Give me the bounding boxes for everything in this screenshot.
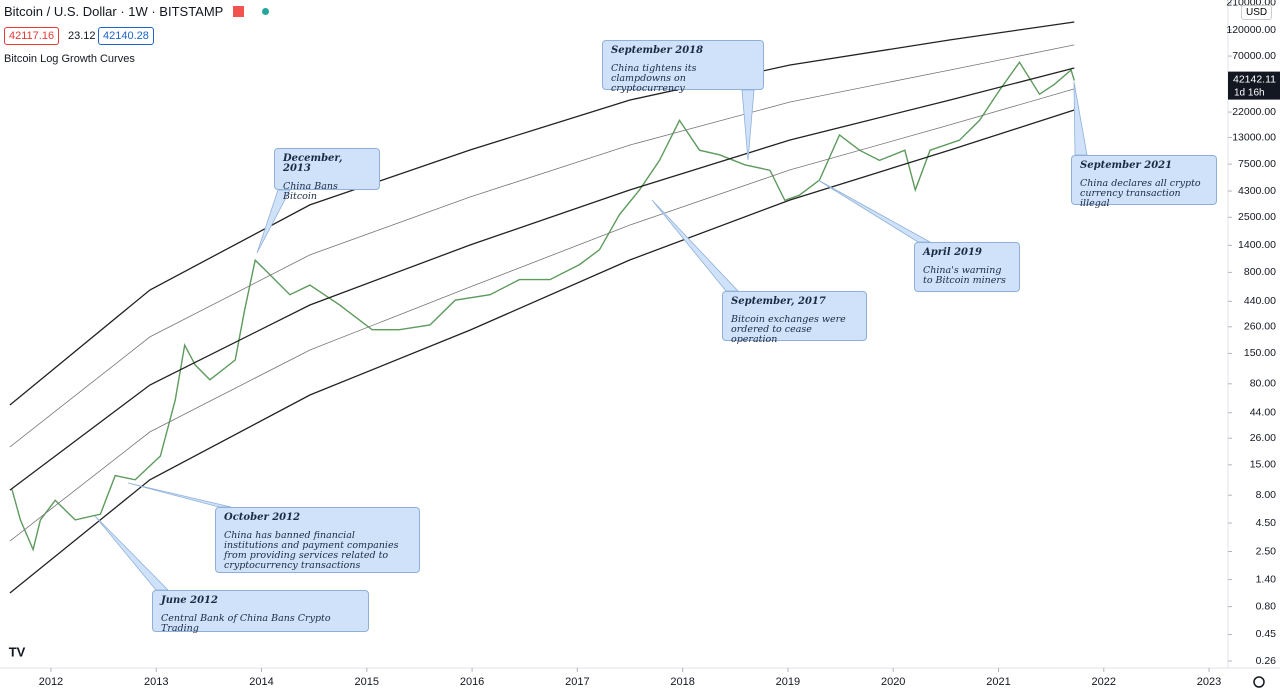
- flag-icon[interactable]: [233, 6, 244, 17]
- last-price-box: [1228, 71, 1280, 100]
- y-tick-label: 8.00: [1256, 489, 1277, 501]
- x-tick-label: 2023: [1197, 676, 1221, 688]
- y-tick-label: 4.50: [1256, 517, 1277, 529]
- annotation-text: China's warning to Bitcoin miners: [923, 265, 1006, 286]
- y-tick-label: 210000.00: [1226, 0, 1276, 9]
- y-tick-label: 150.00: [1244, 347, 1276, 359]
- y-tick-label: 4300.00: [1238, 185, 1276, 197]
- y-tick-label: 13000.00: [1232, 131, 1276, 143]
- x-tick-label: 2014: [249, 676, 273, 688]
- y-tick-label: 1400.00: [1238, 239, 1276, 251]
- y-tick-label: 7500.00: [1238, 158, 1276, 170]
- x-tick-label: 2012: [39, 676, 63, 688]
- annotation: June 2012 Central Bank of China Bans Cryp…: [152, 590, 369, 634]
- growth-curve: [9, 44, 1075, 448]
- x-tick-label: 2015: [355, 676, 379, 688]
- annotation-title: September 2021: [1080, 160, 1173, 171]
- y-tick-label: 0.26: [1256, 655, 1277, 667]
- x-tick-label: 2016: [460, 676, 484, 688]
- bid-label[interactable]: 42117.16: [4, 27, 60, 45]
- annotation-text: China Bans Bitcoin: [283, 181, 338, 202]
- callout-arrow: [1073, 81, 1088, 156]
- y-tick-label: 2.50: [1256, 545, 1277, 557]
- growth-curve: [9, 21, 1075, 406]
- annotation: September 2021 China declares all crypto …: [1071, 155, 1217, 209]
- y-tick-label: 26.00: [1250, 432, 1276, 444]
- x-tick-label: 2020: [881, 676, 905, 688]
- x-tick-label: 2018: [670, 676, 694, 688]
- y-tick-label: 80.00: [1250, 378, 1276, 390]
- annotation-title: December, 2013: [283, 153, 343, 174]
- annotation: September 2018 China tightens its clampdo…: [602, 40, 764, 94]
- symbol-title: Bitcoin / U.S. Dollar · 1W · BITSTAMP: [4, 4, 224, 19]
- ask-label[interactable]: 42140.28: [98, 27, 154, 45]
- y-tick-label: 260.00: [1244, 321, 1276, 333]
- settings-icon[interactable]: [1253, 676, 1265, 688]
- y-tick-label: 15.00: [1250, 459, 1276, 471]
- annotation-title: June 2012: [161, 595, 218, 606]
- y-tick-label: 440.00: [1244, 295, 1276, 307]
- x-tick-label: 2022: [1092, 676, 1116, 688]
- x-tick-label: 2021: [986, 676, 1010, 688]
- annotation: April 2019 China's warning to Bitcoin min…: [914, 242, 1020, 292]
- callout-arrow: [94, 515, 169, 591]
- annotation-title: September, 2017: [731, 296, 826, 307]
- callout-arrow: [741, 89, 755, 161]
- growth-curve: [9, 67, 1075, 491]
- x-tick-label: 2017: [565, 676, 589, 688]
- y-tick-label: 120000.00: [1226, 24, 1276, 36]
- last-price-label: 42142.11: [1233, 73, 1276, 85]
- price-line: [11, 60, 1075, 552]
- annotation-title: October 2012: [224, 512, 301, 523]
- y-tick-label: 800.00: [1244, 266, 1276, 278]
- callout-arrow: [817, 179, 932, 243]
- currency-select[interactable]: USD: [1241, 5, 1273, 20]
- annotation-text: China declares all crypto currency trans…: [1080, 178, 1201, 209]
- growth-curve: [9, 109, 1075, 594]
- annotation: December, 2013 China Bans Bitcoin: [274, 148, 380, 202]
- spread-label: 23.12: [68, 30, 96, 42]
- annotation-title: September 2018: [611, 45, 704, 56]
- annotation-title: April 2019: [923, 247, 982, 258]
- annotation: October 2012 China has banned financial i…: [215, 507, 420, 573]
- annotation-text: Bitcoin exchanges were ordered to cease …: [731, 314, 846, 345]
- y-tick-label: 22000.00: [1232, 106, 1276, 118]
- tv-logo: TV: [6, 643, 28, 661]
- countdown-label: 1d 16h: [1234, 87, 1265, 98]
- y-tick-label: 70000.00: [1232, 50, 1276, 62]
- y-tick-label: 0.80: [1256, 600, 1277, 612]
- annotation-text: China has banned financial institutions …: [224, 530, 399, 571]
- x-tick-label: 2013: [144, 676, 168, 688]
- growth-curve: [9, 88, 1075, 542]
- annotation: September, 2017 Bitcoin exchanges were or…: [722, 291, 867, 345]
- y-tick-label: 1.40: [1256, 573, 1277, 585]
- y-tick-label: 2500.00: [1238, 211, 1276, 223]
- callout-arrow: [256, 189, 291, 254]
- annotation-text: Central Bank of China Bans Crypto Tradin…: [161, 613, 331, 634]
- callout-arrow: [651, 199, 739, 292]
- x-tick-label: 2019: [776, 676, 800, 688]
- y-tick-label: 0.45: [1256, 628, 1277, 640]
- indicator-name: Bitcoin Log Growth Curves: [4, 53, 135, 65]
- svg-text:TV: TV: [9, 644, 26, 659]
- callout-arrow: [127, 482, 232, 508]
- y-tick-label: 44.00: [1250, 407, 1276, 419]
- status-dot: [262, 8, 269, 15]
- annotation-text: China tightens its clampdowns on cryptoc…: [611, 63, 697, 94]
